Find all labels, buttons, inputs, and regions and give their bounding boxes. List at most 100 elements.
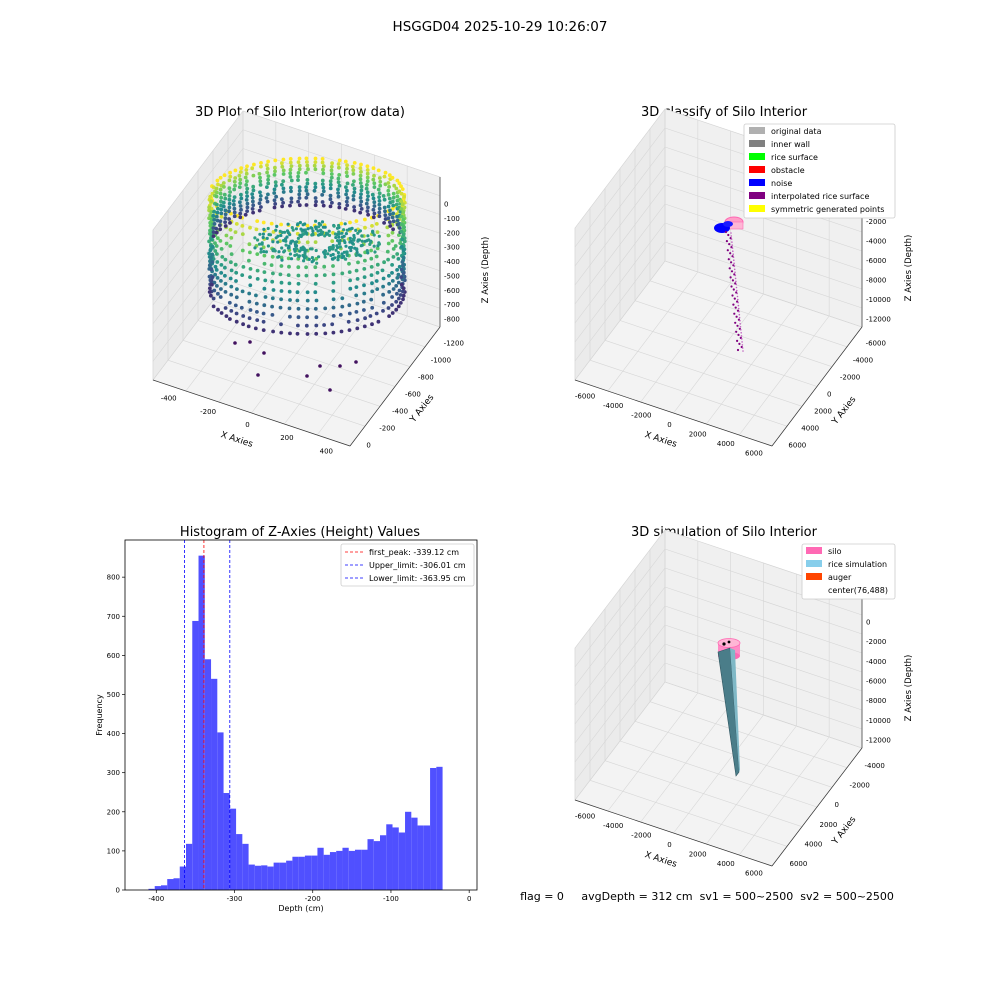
data-point (272, 173, 277, 177)
data-point (246, 324, 251, 329)
data-point (331, 272, 336, 277)
data-point (397, 226, 402, 230)
data-point (348, 236, 352, 240)
data-point (296, 265, 301, 270)
data-point (739, 319, 741, 322)
grid-line (574, 127, 666, 248)
histogram-bar (286, 860, 293, 890)
histogram-bar (229, 808, 237, 890)
data-point (270, 279, 275, 284)
data-point (395, 178, 400, 183)
data-point (272, 187, 277, 192)
data-point (325, 232, 329, 236)
data-point (362, 275, 367, 279)
grid-line (152, 110, 244, 231)
data-point (396, 272, 401, 277)
data-point (280, 182, 284, 187)
data-point (337, 158, 342, 163)
data-point (742, 350, 744, 352)
data-point (323, 331, 328, 336)
z-tick-label: 0 (866, 619, 870, 627)
data-point (207, 274, 212, 279)
data-point (399, 282, 404, 287)
data-point (273, 249, 277, 253)
histogram-bar (311, 855, 318, 890)
data-point (218, 219, 223, 224)
data-point (212, 280, 217, 285)
data-point (310, 226, 314, 230)
data-point (280, 161, 284, 166)
data-point (734, 306, 737, 309)
data-point (305, 307, 310, 311)
subplot-histogram: Histogram of Z-Axies (Height) Values -40… (95, 525, 478, 913)
data-point (234, 279, 238, 283)
subplot-classify: 3D classify of Silo Interior -6000-4000-… (574, 105, 914, 457)
data-point (219, 311, 224, 315)
data-point (730, 238, 733, 240)
data-point (248, 267, 253, 271)
data-point (264, 250, 268, 254)
data-point (281, 172, 286, 176)
data-point (397, 189, 402, 194)
data-point (734, 321, 737, 324)
histogram-bar (405, 811, 412, 890)
data-point (387, 314, 391, 318)
data-point (400, 202, 405, 207)
data-point (352, 186, 357, 191)
data-point (361, 299, 366, 304)
histogram-bar (186, 843, 193, 890)
data-point (248, 225, 252, 230)
data-point (336, 162, 341, 166)
data-point (354, 228, 358, 232)
data-point (218, 175, 223, 180)
data-point (386, 192, 391, 197)
data-point (288, 298, 292, 302)
y-axis-label: Frequency (95, 694, 104, 736)
data-point (377, 199, 382, 203)
data-point (262, 286, 267, 291)
data-point (728, 243, 731, 246)
grid-line (152, 148, 244, 268)
data-point (351, 194, 356, 198)
x-tick-label: 400 (320, 447, 333, 455)
data-point (227, 217, 232, 221)
data-point (398, 301, 403, 305)
data-point (352, 179, 356, 184)
data-point (289, 200, 294, 204)
data-point (736, 339, 739, 342)
data-point (228, 276, 233, 281)
data-point (285, 229, 290, 233)
data-point (397, 288, 402, 293)
y-tick-label: -6000 (866, 340, 886, 348)
histogram-bar (348, 850, 355, 890)
data-point (234, 295, 239, 300)
data-point (219, 211, 224, 216)
data-point (304, 323, 309, 328)
data-point (278, 272, 283, 277)
data-point (392, 183, 397, 188)
data-point (363, 225, 367, 230)
data-point (399, 214, 404, 219)
data-point (257, 172, 262, 176)
legend-swatch (749, 205, 765, 212)
x-tick-label: -2000 (631, 412, 651, 420)
data-point (359, 188, 364, 193)
data-point (288, 160, 293, 165)
data-point (297, 196, 302, 200)
data-point (295, 298, 300, 303)
grid-line (574, 681, 666, 801)
grid-line (574, 222, 666, 343)
data-point (228, 244, 233, 248)
y-tick-label: 0 (116, 887, 120, 895)
data-point (245, 205, 250, 210)
data-point (321, 185, 326, 190)
grid-line (664, 624, 863, 692)
data-point (273, 158, 278, 163)
data-point (293, 253, 297, 257)
data-point (337, 165, 341, 170)
data-point (214, 226, 219, 231)
data-point (395, 276, 400, 280)
data-point (218, 227, 223, 232)
data-point (288, 252, 292, 256)
data-point (207, 205, 212, 210)
